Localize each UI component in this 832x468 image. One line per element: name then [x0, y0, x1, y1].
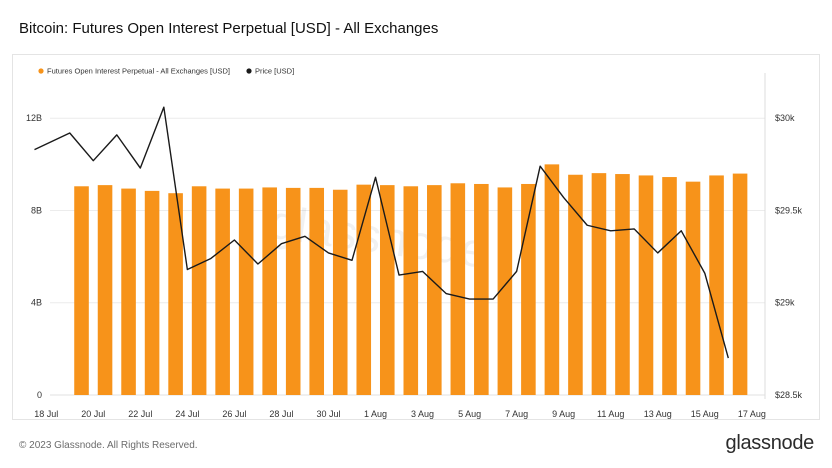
bar[interactable]: [732, 173, 748, 395]
chart-title: Bitcoin: Futures Open Interest Perpetual…: [19, 20, 439, 37]
bar[interactable]: [497, 187, 513, 395]
x-axis-tick-label: 11 Aug: [597, 409, 624, 419]
legend[interactable]: Futures Open Interest Perpetual - All Ex…: [38, 67, 294, 76]
legend-swatch-line: [246, 68, 252, 74]
x-axis-tick-label: 15 Aug: [691, 409, 719, 419]
legend-label: Price [USD]: [255, 67, 294, 76]
bar[interactable]: [191, 186, 207, 395]
x-axis-tick-label: 30 Jul: [316, 409, 340, 419]
right-axis-tick-label: $28.5k: [775, 390, 803, 400]
glassnode-logo: glassnode: [725, 432, 815, 454]
x-axis-tick-label: 28 Jul: [269, 409, 293, 419]
x-axis-tick-label: 17 Aug: [738, 409, 766, 419]
bar[interactable]: [121, 188, 136, 395]
x-axis-tick-label: 20 Jul: [81, 409, 105, 419]
left-axis-tick-label: 4B: [31, 298, 42, 308]
legend-item-price[interactable]: Price [USD]: [246, 67, 294, 76]
left-axis-tick-label: 12B: [26, 113, 42, 123]
bar[interactable]: [474, 183, 489, 395]
bar[interactable]: [168, 193, 183, 395]
x-axis-tick-label: 18 Jul: [34, 409, 58, 419]
x-axis-tick-label: 13 Aug: [644, 409, 672, 419]
axes: 0 4B 8B 12B $28.5k $29k $29.5k $30k 18 Jul 20 Jul…: [26, 113, 803, 419]
bar[interactable]: [97, 185, 113, 395]
left-axis-tick-label: 8B: [31, 205, 42, 215]
chart-canvas: glassnode 04B8B12B$28.5k$29k$29.5k$30k18…: [26, 67, 803, 420]
bar[interactable]: [591, 173, 607, 395]
legend-swatch-bar: [38, 68, 44, 74]
copyright-notice: © 2023 Glassnode. All Rights Reserved.: [19, 440, 198, 451]
bar[interactable]: [709, 175, 724, 395]
price-line[interactable]: [34, 106, 729, 359]
bar[interactable]: [662, 177, 677, 395]
left-axis-tick-label: 0: [37, 390, 42, 400]
bar[interactable]: [685, 181, 701, 395]
right-axis-tick-label: $29k: [775, 298, 795, 308]
bar[interactable]: [379, 185, 395, 395]
chart-panel: glassnode 0 4B 8B 12B $28.5k $29k $29.5k $30k 18…: [12, 54, 820, 420]
bar[interactable]: [450, 183, 466, 395]
x-axis-tick-label: 5 Aug: [458, 409, 481, 419]
x-axis-tick-label: 9 Aug: [552, 409, 575, 419]
bar[interactable]: [403, 186, 419, 395]
bar[interactable]: [427, 185, 442, 395]
bar[interactable]: [74, 186, 89, 395]
x-axis-tick-label: 3 Aug: [411, 409, 434, 419]
bar[interactable]: [332, 189, 348, 395]
x-axis-tick-label: 24 Jul: [175, 409, 199, 419]
x-axis-tick-label: 1 Aug: [364, 409, 387, 419]
bar-series: [74, 164, 748, 395]
bar[interactable]: [238, 188, 254, 395]
right-axis-tick-label: $29.5k: [775, 205, 803, 215]
bar[interactable]: [262, 187, 277, 395]
legend-item-open-interest[interactable]: Futures Open Interest Perpetual - All Ex…: [38, 67, 230, 76]
price-line-series: [34, 106, 729, 359]
legend-label: Futures Open Interest Perpetual - All Ex…: [47, 67, 230, 76]
x-axis-tick-label: 7 Aug: [505, 409, 528, 419]
bar[interactable]: [638, 175, 654, 395]
bar[interactable]: [215, 188, 230, 395]
bar[interactable]: [568, 174, 583, 395]
bar[interactable]: [285, 187, 301, 395]
x-axis-tick-label: 26 Jul: [222, 409, 246, 419]
bar[interactable]: [309, 187, 325, 395]
bar[interactable]: [615, 174, 630, 395]
right-axis-tick-label: $30k: [775, 113, 795, 123]
x-axis-tick-label: 22 Jul: [128, 409, 152, 419]
bar[interactable]: [356, 184, 372, 395]
bar[interactable]: [544, 164, 560, 395]
bar[interactable]: [144, 190, 160, 395]
